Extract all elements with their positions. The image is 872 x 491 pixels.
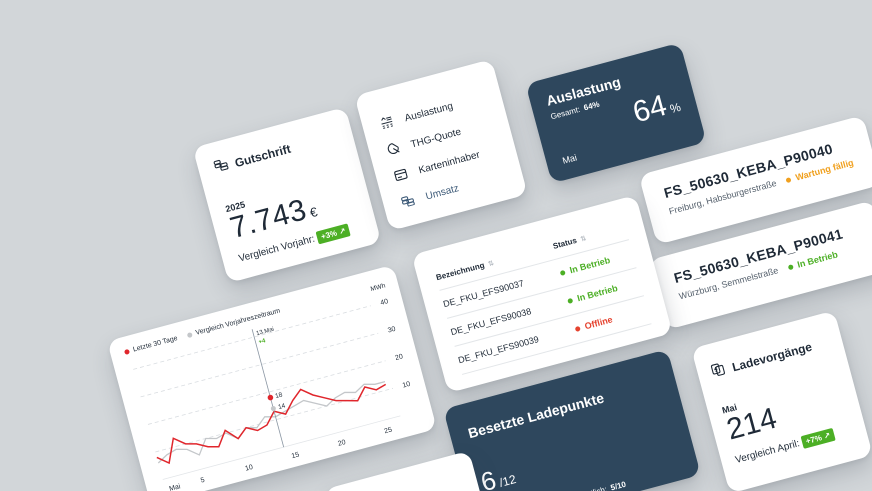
legend-dot-icon xyxy=(123,348,130,355)
quota-icon xyxy=(386,141,401,159)
menu-item-umsatz[interactable]: Umsatz xyxy=(398,163,507,217)
gutschrift-trend-badge: +3% ↗ xyxy=(315,222,351,244)
svg-text:20: 20 xyxy=(394,353,403,362)
svg-text:30: 30 xyxy=(387,326,396,335)
svg-text:10: 10 xyxy=(244,464,253,473)
column-label: Status xyxy=(551,235,578,251)
legend-dot-icon xyxy=(186,331,193,338)
y-axis-ticks: 10 20 30 40 xyxy=(380,298,412,389)
svg-text:5: 5 xyxy=(200,477,206,485)
status-badge: In Betrieb xyxy=(566,282,619,306)
svg-text:25: 25 xyxy=(384,427,393,436)
y-axis-unit: MWh xyxy=(370,282,387,293)
status-label: In Betrieb xyxy=(568,254,612,276)
status-dot-icon xyxy=(574,326,581,333)
hover-value-current: 18 xyxy=(274,391,283,400)
status-dot-icon xyxy=(567,297,574,305)
auslastung-month: Mai xyxy=(561,152,578,166)
coins-icon xyxy=(400,194,416,211)
auslastung-unit: % xyxy=(668,99,683,117)
status-badge: In Betrieb xyxy=(559,255,611,278)
status-label: Offline xyxy=(583,314,614,332)
x-axis-ticks: Mai 5 10 15 20 25 xyxy=(169,427,393,491)
gutschrift-title: Gutschrift xyxy=(233,141,293,170)
navigation-menu-card: Auslastung THG-Quote Karteninhaber Umsat… xyxy=(354,59,528,231)
menu-item-label: Umsatz xyxy=(424,183,461,203)
tooltip-date: 13.Mai xyxy=(256,327,275,337)
charge-points-table: Bezeichnung ⇅ Status ⇅ DE_FKU_EFS90037 In … xyxy=(433,216,652,375)
status-dot-icon xyxy=(785,177,792,184)
svg-text:20: 20 xyxy=(337,439,346,448)
status-dot-icon xyxy=(559,269,566,277)
gutschrift-unit: € xyxy=(308,203,320,221)
status-dot-icon xyxy=(787,264,794,271)
hover-point-current xyxy=(267,394,274,401)
hover-point-previous xyxy=(270,406,276,412)
utilization-icon xyxy=(379,115,395,133)
occupied-total: /12 xyxy=(497,472,518,490)
status-label: In Betrieb xyxy=(796,249,839,270)
series-line-previous xyxy=(157,380,386,464)
menu-item-thg-quote[interactable]: THG-Quote xyxy=(384,111,493,165)
hover-crosshair xyxy=(251,329,285,448)
series-line-current xyxy=(156,383,387,465)
energy-chart-card: 10 20 30 40 Mai 5 10 15 20 25 18 14 13.Mai +4 MW… xyxy=(107,264,437,491)
line-chart[interactable]: 10 20 30 40 Mai 5 10 15 20 25 18 14 13.Mai +4 MW… xyxy=(107,265,437,491)
menu-item-karteninhaber[interactable]: Karteninhaber xyxy=(391,137,500,191)
status-badge: Offline xyxy=(574,314,614,334)
charging-trend-badge: +7% ↗ xyxy=(800,427,836,449)
coins-icon xyxy=(213,157,230,175)
gutschrift-card: Gutschrift 2025 7.743€ Vergleich Vorjahr… xyxy=(192,106,382,284)
auslastung-card: Auslastung Gesamt: 64% 64% Mai xyxy=(525,42,707,184)
tooltip-delta: +4 xyxy=(258,338,267,346)
occupied-private: Nicht öffentlich:5/10 xyxy=(553,480,627,491)
auslastung-total-value: 64% xyxy=(582,99,601,113)
svg-text:Mai: Mai xyxy=(169,483,182,491)
auslastung-total-label: Gesamt: xyxy=(549,104,582,122)
charging-sessions-title: Ladevorgänge xyxy=(730,339,814,374)
status-label: In Betrieb xyxy=(576,282,619,304)
sort-icon[interactable]: ⇅ xyxy=(487,259,495,269)
gutschrift-header: Gutschrift xyxy=(213,128,339,175)
hover-value-previous: 14 xyxy=(277,402,286,411)
svg-text:15: 15 xyxy=(291,451,300,460)
auslastung-value: 64 xyxy=(629,88,671,130)
charging-sessions-header: Ladevorgänge xyxy=(710,333,830,380)
occupied-value: 6 xyxy=(477,464,500,491)
svg-text:10: 10 xyxy=(402,381,411,390)
private-value: 5/10 xyxy=(609,479,627,491)
svg-text:40: 40 xyxy=(380,298,389,307)
sort-icon[interactable]: ⇅ xyxy=(579,235,588,244)
private-label: Nicht öffentlich: xyxy=(553,485,608,491)
card-icon xyxy=(393,167,409,184)
charging-icon xyxy=(710,361,728,381)
menu-item-auslastung[interactable]: Auslastung xyxy=(377,85,486,139)
charging-sessions-card: Ladevorgänge Mai 214 Vergleich April: +7… xyxy=(691,310,872,491)
